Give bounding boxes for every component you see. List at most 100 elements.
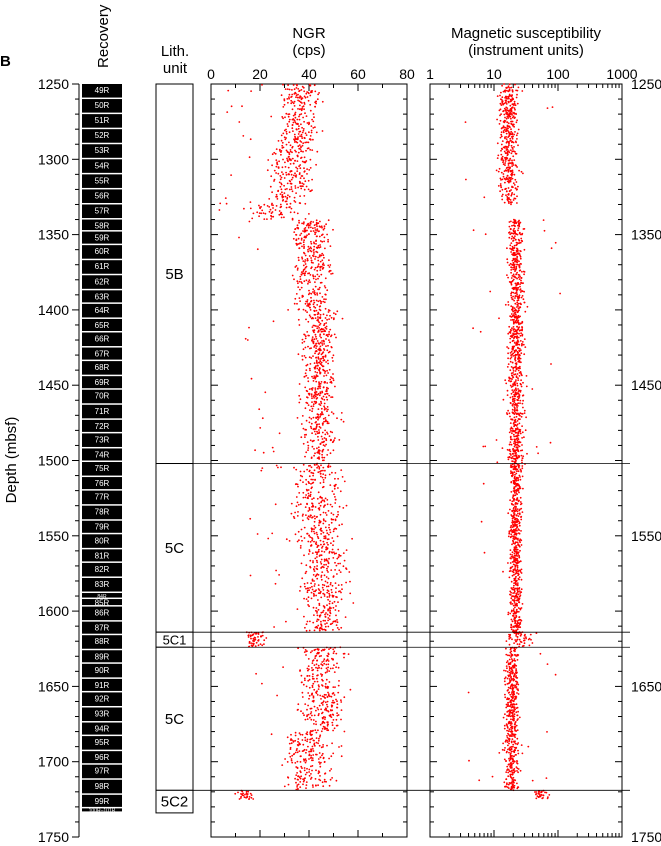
data-point — [319, 281, 322, 284]
x-tick-label: 60 — [350, 66, 366, 82]
data-point — [298, 221, 300, 224]
data-point — [326, 314, 328, 317]
data-point — [512, 240, 514, 242]
data-point — [512, 433, 515, 436]
depth-tick-label: 1600 — [38, 603, 69, 619]
data-point — [297, 787, 299, 790]
data-point — [510, 316, 513, 318]
data-point — [277, 166, 280, 169]
data-point — [299, 474, 302, 477]
core-label: 92R — [95, 694, 110, 703]
data-point — [305, 760, 308, 762]
core-block — [82, 174, 122, 188]
data-point — [516, 548, 519, 551]
data-point — [519, 357, 522, 360]
core-label: 89R — [95, 652, 110, 661]
data-point — [317, 471, 320, 474]
data-point — [252, 798, 255, 800]
data-point — [304, 346, 307, 349]
data-point — [516, 582, 519, 584]
data-point — [516, 497, 518, 500]
data-point — [511, 264, 514, 266]
core-label: 85R — [95, 599, 110, 608]
data-point — [504, 178, 507, 181]
data-point — [520, 373, 523, 376]
data-point — [325, 328, 328, 330]
core-label: 70R — [95, 392, 110, 401]
data-point — [515, 602, 518, 605]
data-point — [297, 530, 300, 533]
data-point — [322, 592, 325, 595]
data-point — [340, 412, 343, 414]
lith-unit-box — [155, 646, 194, 791]
data-point — [351, 537, 353, 540]
data-point — [341, 523, 343, 526]
data-point — [306, 591, 309, 594]
data-point — [321, 722, 324, 725]
data-point — [307, 380, 310, 383]
data-point — [511, 308, 514, 310]
data-point — [515, 438, 518, 440]
data-point — [283, 103, 286, 106]
data-point — [316, 546, 319, 548]
data-point — [509, 415, 511, 418]
data-point — [296, 212, 299, 215]
data-point — [513, 588, 516, 590]
data-point — [521, 465, 524, 467]
data-point — [306, 582, 309, 584]
data-point — [292, 162, 295, 165]
data-point — [496, 157, 499, 160]
data-point — [515, 489, 518, 491]
data-point — [311, 714, 313, 717]
data-point — [312, 719, 315, 721]
data-point — [294, 297, 297, 300]
data-point — [309, 559, 312, 562]
data-point — [295, 781, 297, 784]
data-point — [319, 333, 322, 336]
data-point — [326, 671, 328, 673]
data-point — [516, 439, 519, 442]
data-point — [511, 574, 514, 577]
data-point — [516, 468, 519, 471]
data-point — [298, 219, 300, 222]
depth-tick-label: 1250 — [38, 76, 69, 92]
data-point — [279, 175, 282, 177]
data-point — [513, 602, 516, 604]
data-point — [316, 229, 318, 232]
data-point — [296, 760, 299, 763]
data-point — [311, 539, 313, 542]
data-point — [518, 242, 520, 245]
data-point — [340, 598, 343, 601]
data-point — [305, 654, 307, 656]
data-point — [510, 242, 513, 245]
data-point — [308, 169, 311, 171]
data-point — [324, 497, 327, 500]
data-point — [321, 438, 324, 440]
data-point — [523, 273, 525, 276]
data-point — [308, 668, 310, 671]
x-tick-label: 0 — [207, 66, 215, 82]
data-point — [259, 206, 261, 209]
data-point — [313, 688, 316, 691]
data-point — [326, 532, 329, 535]
data-point — [286, 157, 288, 160]
data-point — [514, 219, 517, 222]
data-point — [507, 197, 509, 200]
data-point — [321, 545, 324, 548]
data-point — [307, 179, 310, 182]
data-point — [277, 140, 280, 142]
data-point — [518, 544, 520, 547]
core-label: 75R — [95, 464, 110, 473]
data-point — [304, 180, 307, 183]
data-point — [312, 227, 314, 230]
data-point — [321, 268, 324, 270]
data-point — [282, 666, 284, 668]
data-point — [312, 113, 315, 115]
data-point — [314, 285, 317, 288]
data-point — [516, 138, 518, 140]
data-point — [519, 257, 522, 260]
x-tick-label: 100 — [546, 66, 570, 82]
core-block — [82, 736, 122, 750]
data-point — [521, 467, 524, 470]
data-point — [514, 350, 517, 352]
